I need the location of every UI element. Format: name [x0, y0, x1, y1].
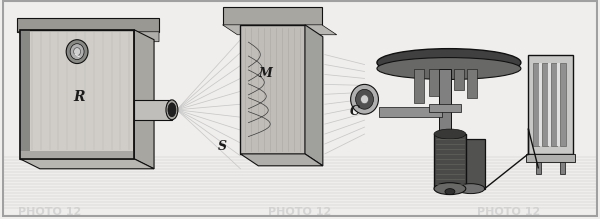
Bar	[536, 162, 541, 174]
Ellipse shape	[377, 49, 521, 76]
Bar	[454, 69, 464, 90]
Bar	[20, 30, 30, 159]
Polygon shape	[134, 30, 154, 169]
Bar	[134, 100, 172, 120]
Text: R: R	[74, 90, 85, 104]
Text: PHOTO 12: PHOTO 12	[18, 207, 82, 217]
Ellipse shape	[377, 58, 521, 79]
Bar	[20, 30, 134, 159]
Text: PHOTO 12: PHOTO 12	[268, 207, 332, 217]
Bar	[241, 25, 305, 154]
Polygon shape	[17, 32, 159, 42]
Ellipse shape	[434, 129, 466, 139]
Bar	[439, 69, 451, 133]
Bar	[223, 7, 322, 25]
Bar	[560, 162, 565, 174]
Ellipse shape	[434, 183, 466, 195]
Bar	[467, 69, 477, 98]
Bar	[548, 63, 551, 146]
Text: C: C	[350, 105, 359, 118]
Bar	[20, 30, 134, 159]
Ellipse shape	[74, 48, 80, 56]
Polygon shape	[241, 154, 323, 166]
Bar	[542, 63, 548, 146]
Ellipse shape	[166, 100, 178, 120]
Bar	[429, 69, 439, 96]
Ellipse shape	[361, 95, 368, 104]
Bar	[414, 69, 424, 103]
Text: S: S	[218, 140, 227, 154]
Polygon shape	[20, 159, 154, 169]
Bar	[526, 154, 575, 162]
Bar	[20, 151, 134, 159]
Bar	[529, 55, 573, 154]
Bar	[17, 18, 159, 32]
Bar	[457, 139, 485, 189]
Bar	[379, 107, 442, 117]
Bar	[539, 63, 542, 146]
Ellipse shape	[168, 103, 176, 117]
Bar	[429, 104, 461, 112]
Bar	[434, 134, 466, 189]
Ellipse shape	[70, 44, 84, 60]
Bar	[560, 63, 566, 146]
Text: M: M	[258, 67, 272, 80]
Bar	[557, 63, 560, 146]
Ellipse shape	[356, 89, 373, 109]
Ellipse shape	[457, 184, 485, 194]
Polygon shape	[223, 25, 337, 35]
Ellipse shape	[66, 40, 88, 64]
Ellipse shape	[350, 84, 379, 114]
Bar	[551, 63, 557, 146]
Polygon shape	[305, 25, 323, 166]
Text: PHOTO 12: PHOTO 12	[477, 207, 540, 217]
Bar	[533, 63, 539, 146]
Ellipse shape	[445, 189, 455, 195]
